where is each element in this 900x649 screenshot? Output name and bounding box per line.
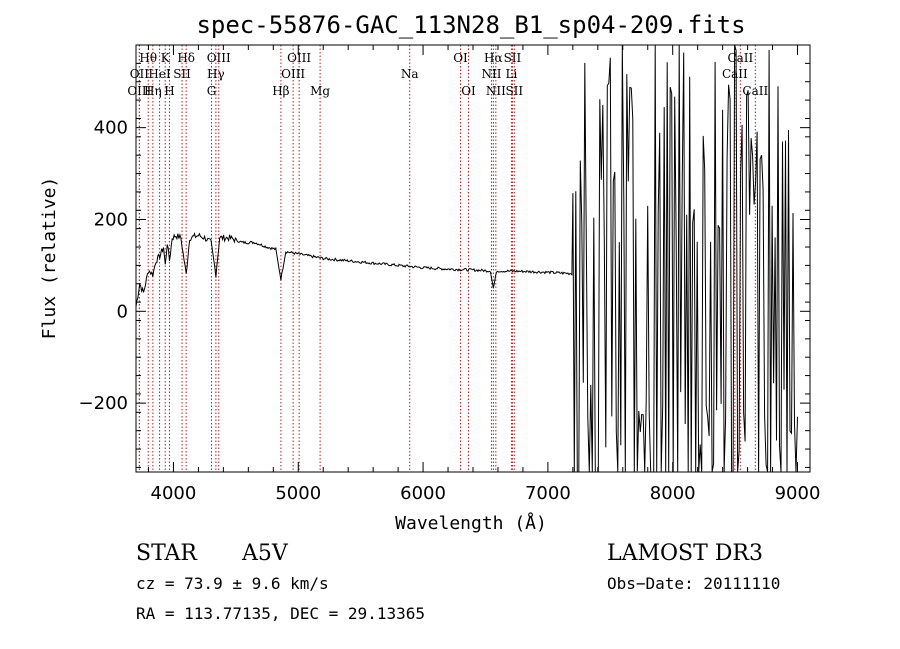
x-tick-label: 7000 (525, 483, 571, 504)
spectral-line-label: SII (505, 84, 523, 98)
x-tick-label: 9000 (775, 483, 821, 504)
spectral-line-labels: Hθ OII OIII K HeI Hη SII H Hδ OIII Hγ G OIII OIII Hβ Mg… (127, 51, 768, 98)
spectral-line-label: Li (506, 67, 518, 81)
spectral-line-label: OII (130, 67, 150, 81)
y-tick-label: 200 (94, 209, 128, 230)
spectral-line-label: OI (453, 51, 468, 65)
y-tick-label: −200 (79, 393, 128, 414)
spectral-line-label: HeI (148, 67, 171, 81)
spectral-line-label: CaII (742, 84, 768, 98)
object-class: STAR (136, 541, 198, 566)
spectral-line-label: Hη (144, 84, 162, 98)
spectral-line-label: NII (486, 84, 506, 98)
object-subclass: A5V (241, 541, 289, 566)
obs-date: Obs−Date: 20111110 (607, 574, 780, 593)
x-tick-label: 5000 (275, 483, 321, 504)
spectral-line-label: OIII (287, 51, 311, 65)
spectral-line-label: Mg (310, 84, 330, 98)
axis-ticks: 4000 5000 6000 7000 8000 9000 −200 0 200 400 (79, 45, 821, 504)
x-axis-label: Wavelength (Å) (395, 512, 547, 534)
spectral-line-label: Hα (484, 51, 503, 65)
spectral-line-label: K (161, 51, 171, 65)
spectral-line-label: OIII (207, 51, 231, 65)
spectral-line-label: Na (401, 67, 419, 81)
spectral-line-label: NII (481, 67, 501, 81)
spectral-line-label: Hγ (207, 67, 225, 81)
spectral-line-label: OI (461, 84, 476, 98)
x-tick-label: 8000 (650, 483, 696, 504)
spectral-line-label: CaII (727, 51, 753, 65)
x-tick-label: 4000 (151, 483, 197, 504)
spectral-line-label: H (164, 84, 174, 98)
spectral-line-label: G (207, 84, 217, 98)
redshift-value: cz = 73.9 ± 9.6 km/s (136, 574, 329, 593)
x-tick-label: 6000 (400, 483, 446, 504)
spectral-line-label: OIII (281, 67, 305, 81)
spectrum-line (135, 44, 798, 473)
chart-title: spec-55876-GAC_113N28_B1_sp04-209.fits (196, 11, 745, 39)
spectral-line-label: Hδ (177, 51, 195, 65)
coordinates: RA = 113.77135, DEC = 29.13365 (136, 604, 425, 623)
spectral-line-label: OIII (127, 84, 151, 98)
y-tick-label: 400 (94, 118, 128, 139)
spectral-line-label: SII (173, 67, 191, 81)
y-tick-label: 0 (117, 301, 128, 322)
y-axis-label: Flux (relative) (39, 177, 60, 340)
survey-name: LAMOST DR3 (607, 541, 763, 566)
spectral-line-label: Hθ (139, 51, 157, 65)
spectral-line-label: SII (504, 51, 522, 65)
spectral-line-label: Hβ (272, 84, 289, 98)
spectrum-series-group (135, 44, 798, 473)
